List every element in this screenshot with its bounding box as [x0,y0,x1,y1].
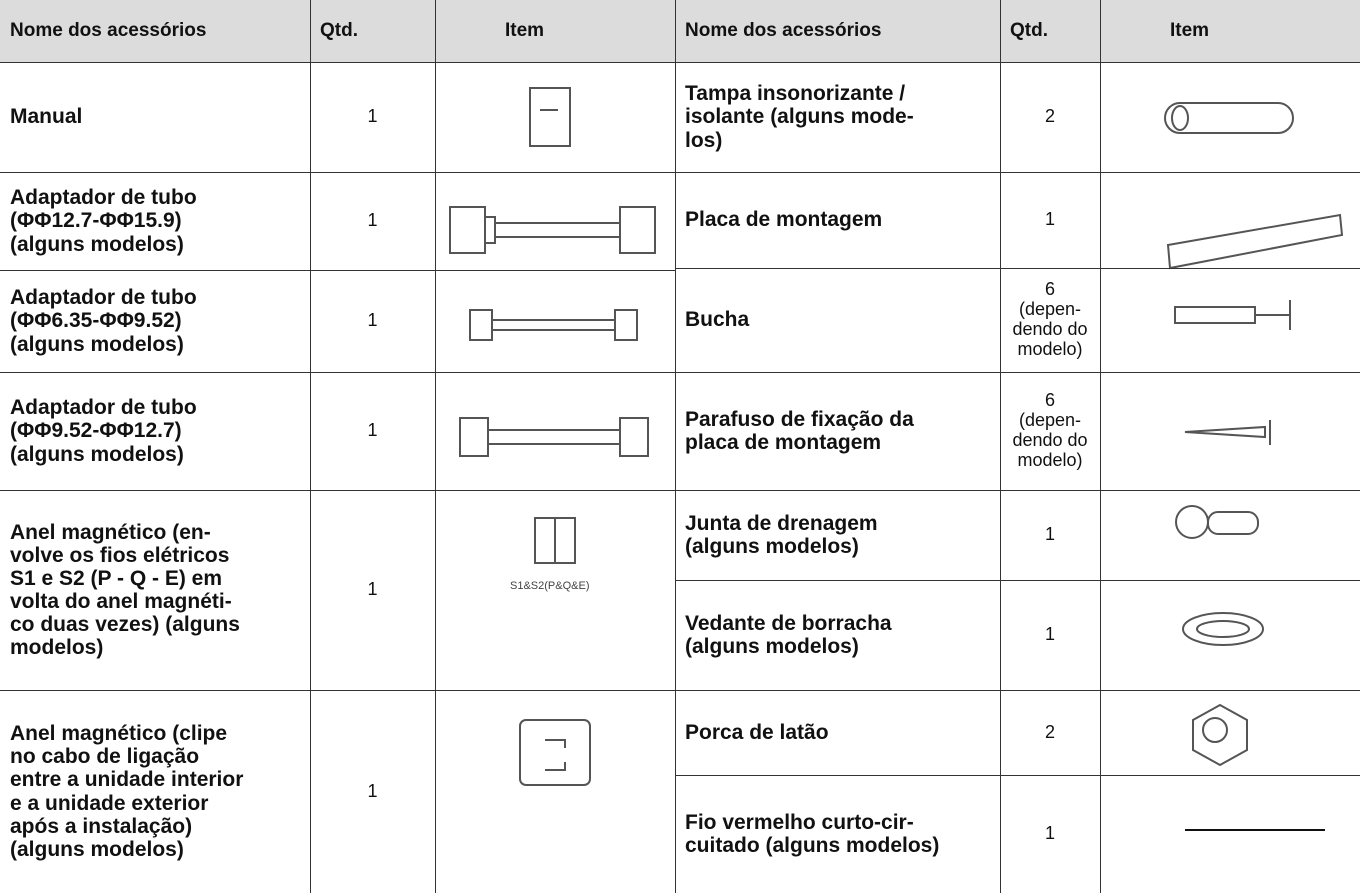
row-line [675,372,1360,373]
column-line [1100,0,1101,893]
icon-ring [519,719,591,786]
accessory-name: Fio vermelho curto-cir- cuitado (alguns … [685,810,940,857]
column-line [435,0,436,893]
quantity: 2 [1044,106,1055,127]
row-line [675,775,1360,776]
column-header: Item [1170,19,1210,41]
icon-adapter [469,309,638,341]
row-line [0,172,675,173]
accessory-name: Vedante de borracha (alguns modelos) [685,611,892,658]
icon-ring [534,517,576,564]
quantity: 1 [367,310,378,331]
row-line [675,490,1360,491]
icon-adapter [449,206,656,254]
column-header: Qtd. [320,19,358,41]
accessory-name: Adaptador de tubo (ΦΦ12.7-ΦΦ15.9) (algun… [10,186,197,256]
row-line [675,690,1360,691]
quantity: 6 (depen- dendo do modelo) [1012,279,1088,359]
row-line [675,580,1360,581]
icon-nut [1192,703,1248,767]
item-caption: S1&S2(P&Q&E) [510,580,590,592]
column-line [675,0,676,893]
icon-drain [1175,505,1259,539]
accessory-name: Tampa insonorizante / isolante (alguns m… [685,82,914,152]
header-line [0,62,1360,63]
column-line [1000,0,1001,893]
icon-adapter [459,417,649,457]
column-header: Nome dos acessórios [10,19,207,41]
accessory-name: Porca de latão [685,720,829,744]
quantity: 1 [1044,823,1055,844]
row-line [0,270,675,271]
row-line [0,372,675,373]
row-line [0,690,675,691]
header-band [0,0,1360,62]
accessory-name: Parafuso de fixação da placa de montagem [685,407,914,454]
quantity: 1 [367,579,378,600]
row-line [675,172,1360,173]
accessory-name: Bucha [685,308,750,332]
column-header: Item [505,19,545,41]
quantity: 1 [367,780,378,801]
column-header: Nome dos acessórios [685,19,882,41]
accessory-name: Anel magnético (clipe no cabo de ligação… [10,722,244,861]
accessory-name: Anel magnético (en- volve os fios elétri… [10,520,240,660]
quantity: 1 [1044,624,1055,645]
icon-plug [1174,300,1291,330]
column-line [310,0,311,893]
quantity: 1 [367,210,378,231]
icon-sleeve [1164,102,1294,134]
accessory-name: Adaptador de tubo (ΦΦ6.35-ΦΦ9.52) (algun… [10,286,197,356]
quantity: 1 [1044,209,1055,230]
accessory-name: Placa de montagem [685,208,883,232]
quantity: 2 [1044,721,1055,742]
icon-plate [1166,213,1344,270]
icon-seal [1182,612,1264,646]
quantity: 6 (depen- dendo do modelo) [1012,390,1088,470]
accessory-name: Manual [10,105,83,129]
icon-manual [529,87,571,147]
quantity: 1 [367,420,378,441]
row-line [675,268,1360,269]
icon-screw [1184,420,1271,445]
quantity: 1 [367,106,378,127]
accessory-name: Junta de drenagem (alguns modelos) [685,511,878,558]
icon-wire [1185,829,1325,831]
accessory-name: Adaptador de tubo (ΦΦ9.52-ΦΦ12.7) (algun… [10,396,197,466]
quantity: 1 [1044,524,1055,545]
column-header: Qtd. [1010,19,1048,41]
row-line [0,490,675,491]
